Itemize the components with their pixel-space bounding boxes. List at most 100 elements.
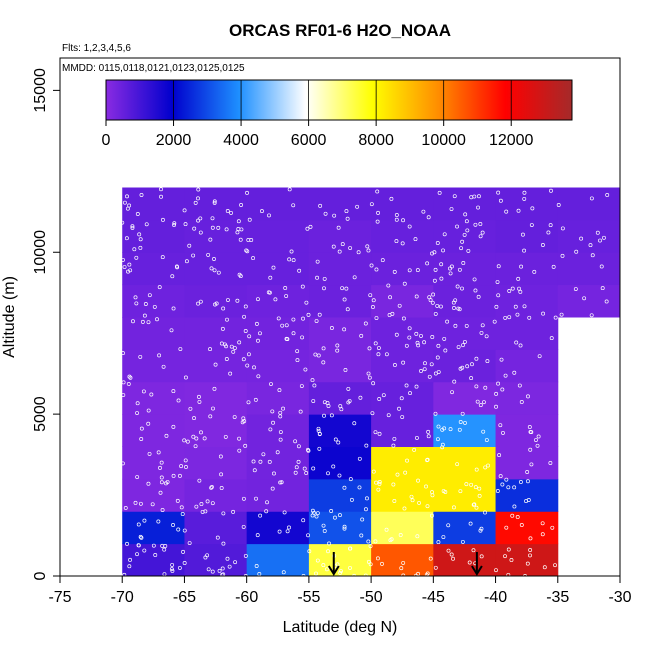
sample-point [477,493,482,498]
sample-point [471,548,476,553]
sample-point [176,398,181,403]
sample-point [368,544,373,549]
sample-point [121,351,125,356]
sample-point [426,434,431,439]
sample-point [135,401,140,406]
dates-note: MMDD: 0115,0118,0121,0123,0125,0125 [62,63,245,74]
marker-arrow [471,552,483,576]
sample-point [513,304,518,309]
sample-point [428,298,433,303]
sample-point [160,255,165,260]
sample-point [268,275,273,280]
sample-point [339,407,344,412]
heatmap-cell [371,317,434,350]
sample-point [336,440,341,445]
sample-point [261,452,266,457]
sample-point [465,228,470,233]
sample-point [358,395,363,400]
sample-point [135,475,140,480]
sample-point [181,549,186,554]
sample-point [342,327,347,332]
sample-point [437,190,442,195]
sample-point [442,336,447,341]
sample-point [147,451,152,456]
sample-point [446,548,451,553]
sample-point [139,437,144,441]
sample-point [517,383,522,388]
sample-point [149,392,154,397]
sample-point [212,268,217,273]
sample-point [213,362,218,367]
sample-point [518,289,523,294]
sample-point [315,558,320,563]
sample-point [271,420,275,425]
heatmap-cell [495,543,559,577]
sample-point [231,349,236,354]
sample-point [169,328,174,333]
sample-point [182,528,187,533]
sample-point [321,563,326,568]
sample-point [494,304,499,309]
sample-point [500,387,505,392]
x-tick-label: -50 [360,589,383,606]
heatmap-cell [122,381,185,415]
sample-point [133,500,138,505]
sample-point [483,510,487,515]
sample-point [329,413,334,418]
sample-point [176,527,181,532]
sample-point [574,249,579,254]
sample-point [254,321,259,326]
sample-point [289,249,294,254]
sample-point [242,314,247,319]
sample-point [510,286,515,291]
sample-point [515,514,520,519]
sample-point [280,323,285,328]
sample-point [142,548,147,553]
sample-point [366,371,371,376]
sample-point [321,360,326,365]
sample-point [126,269,130,274]
heatmap-cell [308,381,372,415]
sample-point [463,212,468,217]
sample-point [278,480,283,485]
sample-point [408,391,412,396]
sample-point [357,485,362,490]
sample-point [363,507,368,512]
sample-point [478,222,483,226]
heatmap-cell [371,187,434,221]
sample-point [414,435,419,440]
sample-point [192,416,196,421]
x-tick-label: -70 [111,589,134,606]
sample-point [399,396,404,401]
heatmap-cell [371,446,434,480]
sample-point [395,472,400,477]
sample-point [498,198,503,203]
sample-point [246,400,251,405]
sample-point [140,319,145,324]
sample-point [582,296,587,301]
sample-point [224,357,229,361]
sample-point [496,381,501,386]
sample-point [298,409,303,414]
sample-point [369,202,374,207]
sample-point [456,345,461,349]
sample-point [449,552,454,557]
sample-point [150,502,155,507]
sample-point [455,224,459,229]
sample-point [416,478,420,483]
sample-point [335,348,340,353]
sample-point [208,347,213,352]
sample-point [249,238,254,242]
sample-point [191,253,196,258]
sample-point [522,190,527,195]
sample-point [407,326,412,331]
sample-point [194,504,199,509]
sample-point [197,399,202,404]
sample-point [517,286,521,291]
sample-point [243,553,248,558]
heatmap-cell [557,187,621,221]
sample-point [203,509,208,514]
sample-point [455,284,460,289]
sample-point [450,390,455,395]
sample-point [433,311,438,316]
